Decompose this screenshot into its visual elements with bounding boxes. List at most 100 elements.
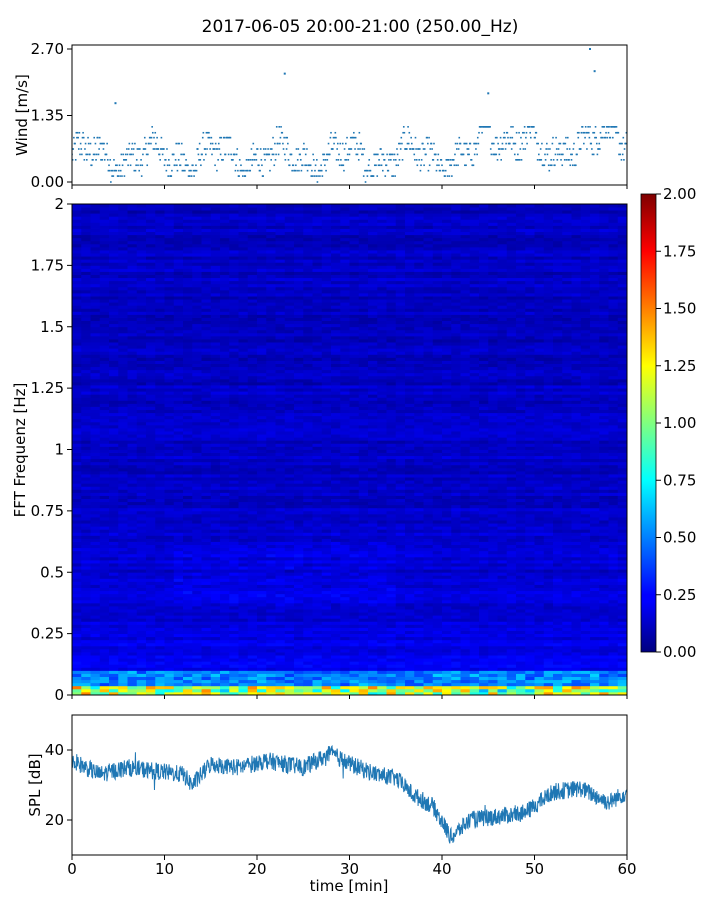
heatmap-cell [210, 566, 221, 570]
heatmap-cell [90, 615, 101, 619]
heatmap-cell [312, 596, 323, 601]
heatmap-cell [155, 606, 165, 610]
wind-point [534, 136, 536, 139]
heatmap-cell [294, 544, 304, 549]
heatmap-cell [349, 578, 360, 582]
heatmap-cell [284, 661, 295, 665]
heatmap-cell [451, 642, 461, 647]
heatmap-cell [146, 498, 156, 503]
heatmap-cell [349, 507, 360, 512]
heatmap-cell [257, 535, 267, 539]
wind-point [533, 126, 535, 128]
heatmap-cell [442, 652, 452, 656]
heatmap-cell [386, 575, 397, 579]
heatmap-cell [210, 489, 221, 493]
heatmap-cell [229, 609, 239, 613]
wind-point [433, 142, 435, 145]
heatmap-cell [90, 590, 101, 595]
heatmap-cell [414, 630, 424, 635]
wind-point [467, 153, 469, 156]
heatmap-cell [275, 510, 286, 515]
heatmap-cell [229, 566, 239, 570]
heatmap-cell [220, 544, 230, 549]
heatmap-cell [516, 670, 526, 674]
heatmap-cell [90, 642, 101, 647]
heatmap-cell [590, 507, 600, 512]
heatmap-cell [525, 615, 535, 619]
heatmap-cell [488, 581, 498, 585]
heatmap-cell [118, 593, 128, 598]
heatmap-cell [118, 507, 128, 512]
heatmap-cell [118, 596, 128, 601]
heatmap-cell [608, 513, 619, 518]
heatmap-cell [479, 529, 489, 533]
heatmap-cell [321, 612, 332, 616]
heatmap-cell [275, 627, 286, 631]
heatmap-cell [534, 642, 545, 647]
heatmap-cell [506, 621, 517, 625]
heatmap-cell [451, 504, 461, 509]
heatmap-cell [210, 676, 221, 681]
heatmap-cell [358, 495, 369, 499]
wind-point [544, 159, 547, 161]
wind-point [599, 131, 602, 134]
heatmap-cell [266, 676, 276, 681]
heatmap-cell [340, 575, 350, 579]
heatmap-cell [303, 593, 313, 598]
heatmap-cell [451, 648, 461, 653]
heatmap-cell [479, 593, 489, 598]
heatmap-cell [331, 621, 341, 625]
wind-point [255, 159, 258, 161]
heatmap-cell [312, 633, 323, 638]
heatmap-cell [127, 507, 138, 512]
heatmap-cell [247, 566, 258, 570]
heatmap-cell [414, 593, 424, 598]
heatmap-cell [183, 688, 193, 693]
heatmap-cell [257, 513, 267, 518]
heatmap-cell [497, 676, 508, 681]
heatmap-cell [460, 486, 471, 490]
heatmap-cell [349, 584, 360, 588]
wind-point [353, 131, 355, 134]
wind-point [333, 136, 336, 139]
heatmap-cell [210, 648, 221, 653]
heatmap-cell [460, 688, 471, 693]
wind-point [259, 148, 262, 150]
wind-point [253, 153, 255, 156]
heatmap-cell [201, 661, 212, 665]
heatmap-cell [312, 492, 323, 496]
heatmap-cell [99, 544, 110, 549]
heatmap-cell [275, 566, 286, 570]
heatmap-cell [534, 510, 545, 515]
wind-point [521, 131, 524, 134]
heatmap-cell [99, 652, 110, 656]
heatmap-cell [192, 507, 202, 512]
heatmap-cell [386, 581, 397, 585]
heatmap-cell [109, 569, 119, 573]
heatmap-cell [617, 602, 627, 607]
heatmap-cell [192, 510, 202, 515]
heatmap-cell [257, 602, 267, 607]
heatmap-cell [608, 627, 619, 631]
heatmap-cell [386, 566, 397, 570]
heatmap-cell [395, 553, 406, 558]
heatmap-cell [312, 639, 323, 644]
heatmap-cell [405, 633, 415, 638]
wind-point [195, 169, 198, 172]
heatmap-cell [451, 618, 461, 622]
heatmap-cell [229, 596, 239, 601]
heatmap-cell [414, 486, 424, 490]
wind-point [139, 148, 141, 150]
heatmap-cell [571, 667, 582, 671]
heatmap-cell [506, 593, 517, 598]
heatmap-cell [201, 652, 212, 656]
heatmap-cell [423, 517, 434, 521]
heatmap-cell [340, 495, 350, 499]
heatmap-cell [506, 523, 517, 527]
wind-point [394, 159, 397, 161]
wind-point [517, 153, 519, 156]
wind-point [198, 142, 201, 145]
heatmap-cell [238, 569, 249, 573]
heatmap-cell [497, 492, 508, 496]
heatmap-cell [580, 596, 591, 601]
